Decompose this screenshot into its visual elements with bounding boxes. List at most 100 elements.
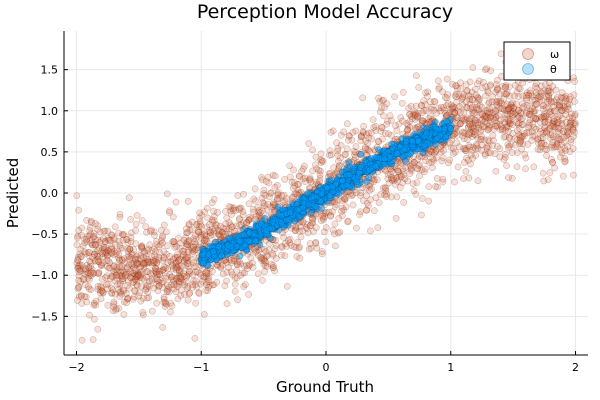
series-omega-point <box>525 111 533 118</box>
series-omega-point <box>312 212 320 220</box>
series-omega-point <box>407 165 415 173</box>
series-omega-point <box>392 164 400 172</box>
series-omega-point <box>132 240 140 247</box>
series-omega-point <box>492 107 499 114</box>
series-omega-point <box>312 240 319 247</box>
series-omega-point <box>454 163 462 171</box>
series-omega-point <box>163 190 171 198</box>
series-omega-point <box>130 279 138 286</box>
series-theta-point <box>443 117 450 125</box>
series-omega-point <box>484 114 492 121</box>
series-omega-point <box>448 136 455 144</box>
series-omega-point <box>337 141 345 149</box>
series-omega-point <box>374 224 382 232</box>
series-omega-point <box>482 83 490 91</box>
series-omega-point <box>406 118 413 125</box>
series-omega-point <box>136 274 144 282</box>
series-omega-point <box>457 79 464 87</box>
series-omega-point <box>541 128 549 136</box>
series-omega-point <box>465 174 473 182</box>
series-omega-point <box>94 222 101 229</box>
series-omega-point <box>181 256 188 264</box>
series-omega-point <box>134 255 142 263</box>
series-omega-point <box>75 293 83 301</box>
series-omega-point <box>162 274 170 282</box>
series-omega-point <box>463 87 471 95</box>
series-omega-point <box>543 126 551 134</box>
series-omega-point <box>376 108 384 116</box>
series-omega-point <box>472 152 480 159</box>
series-omega-point <box>566 120 574 127</box>
series-omega-point <box>438 157 446 165</box>
series-omega-point <box>367 196 374 204</box>
series-omega-point <box>416 172 423 180</box>
series-omega-point <box>258 254 265 261</box>
series-omega-point <box>229 205 237 213</box>
series-omega-point <box>486 121 494 129</box>
series-omega-point <box>203 204 211 212</box>
series-omega-point <box>474 145 482 152</box>
series-omega-point <box>410 110 417 118</box>
series-omega-point <box>138 245 145 252</box>
series-omega-point <box>172 266 180 274</box>
series-theta-point <box>381 155 388 163</box>
series-omega-point <box>309 167 317 175</box>
series-omega-point <box>82 249 90 257</box>
series-omega-point <box>536 146 544 154</box>
series-theta-point <box>261 215 269 222</box>
series-theta-point <box>268 225 276 233</box>
series-omega-point <box>414 123 421 131</box>
series-omega-point <box>571 98 578 105</box>
series-omega-point <box>470 106 477 114</box>
series-theta-point <box>423 129 430 137</box>
series-omega-point <box>289 184 297 192</box>
series-omega-point <box>392 215 400 222</box>
series-omega-point <box>472 141 480 149</box>
series-omega-point <box>460 115 468 123</box>
series-omega-point <box>545 84 553 92</box>
series-omega-point <box>393 193 401 201</box>
series-omega-point <box>435 85 443 93</box>
series-omega-point <box>392 181 399 188</box>
series-omega-point <box>399 179 406 187</box>
series-omega-point <box>503 122 511 130</box>
series-omega-point <box>560 172 567 180</box>
series-omega-point <box>262 262 269 270</box>
series-omega-point <box>81 270 89 278</box>
series-omega-point <box>85 248 93 256</box>
series-omega-point <box>478 141 485 149</box>
series-omega-point <box>78 224 86 232</box>
series-omega-point <box>440 147 448 154</box>
series-omega-point <box>74 297 81 304</box>
series-omega-point <box>366 183 374 190</box>
series-omega-point <box>160 254 168 262</box>
series-omega-point <box>192 299 200 307</box>
series-omega-point <box>157 226 165 234</box>
series-omega-point <box>463 104 471 112</box>
series-omega-point <box>415 84 423 91</box>
series-omega-point <box>293 253 301 260</box>
series-omega-point <box>526 116 534 124</box>
series-omega-point <box>148 307 156 315</box>
series-omega-point <box>372 123 380 130</box>
series-omega-point <box>406 124 414 131</box>
series-omega-point <box>141 249 149 257</box>
series-omega-point <box>160 248 168 255</box>
series-omega-point <box>131 287 139 294</box>
series-omega-point <box>509 130 517 137</box>
series-omega-point <box>413 179 421 187</box>
series-omega-point <box>398 99 406 107</box>
series-omega-point <box>476 128 484 136</box>
series-omega-point <box>529 120 537 128</box>
series-theta-point <box>432 141 440 148</box>
series-omega-point <box>196 214 203 222</box>
series-omega-point <box>497 116 505 124</box>
series-omega-point <box>469 154 477 162</box>
series-omega-point <box>486 82 494 90</box>
series-omega-point <box>239 208 247 216</box>
series-omega-point <box>419 117 427 125</box>
series-omega-point <box>144 247 152 255</box>
series-omega-point <box>556 101 563 109</box>
series-theta-point <box>286 209 294 217</box>
series-omega-point <box>223 277 230 285</box>
